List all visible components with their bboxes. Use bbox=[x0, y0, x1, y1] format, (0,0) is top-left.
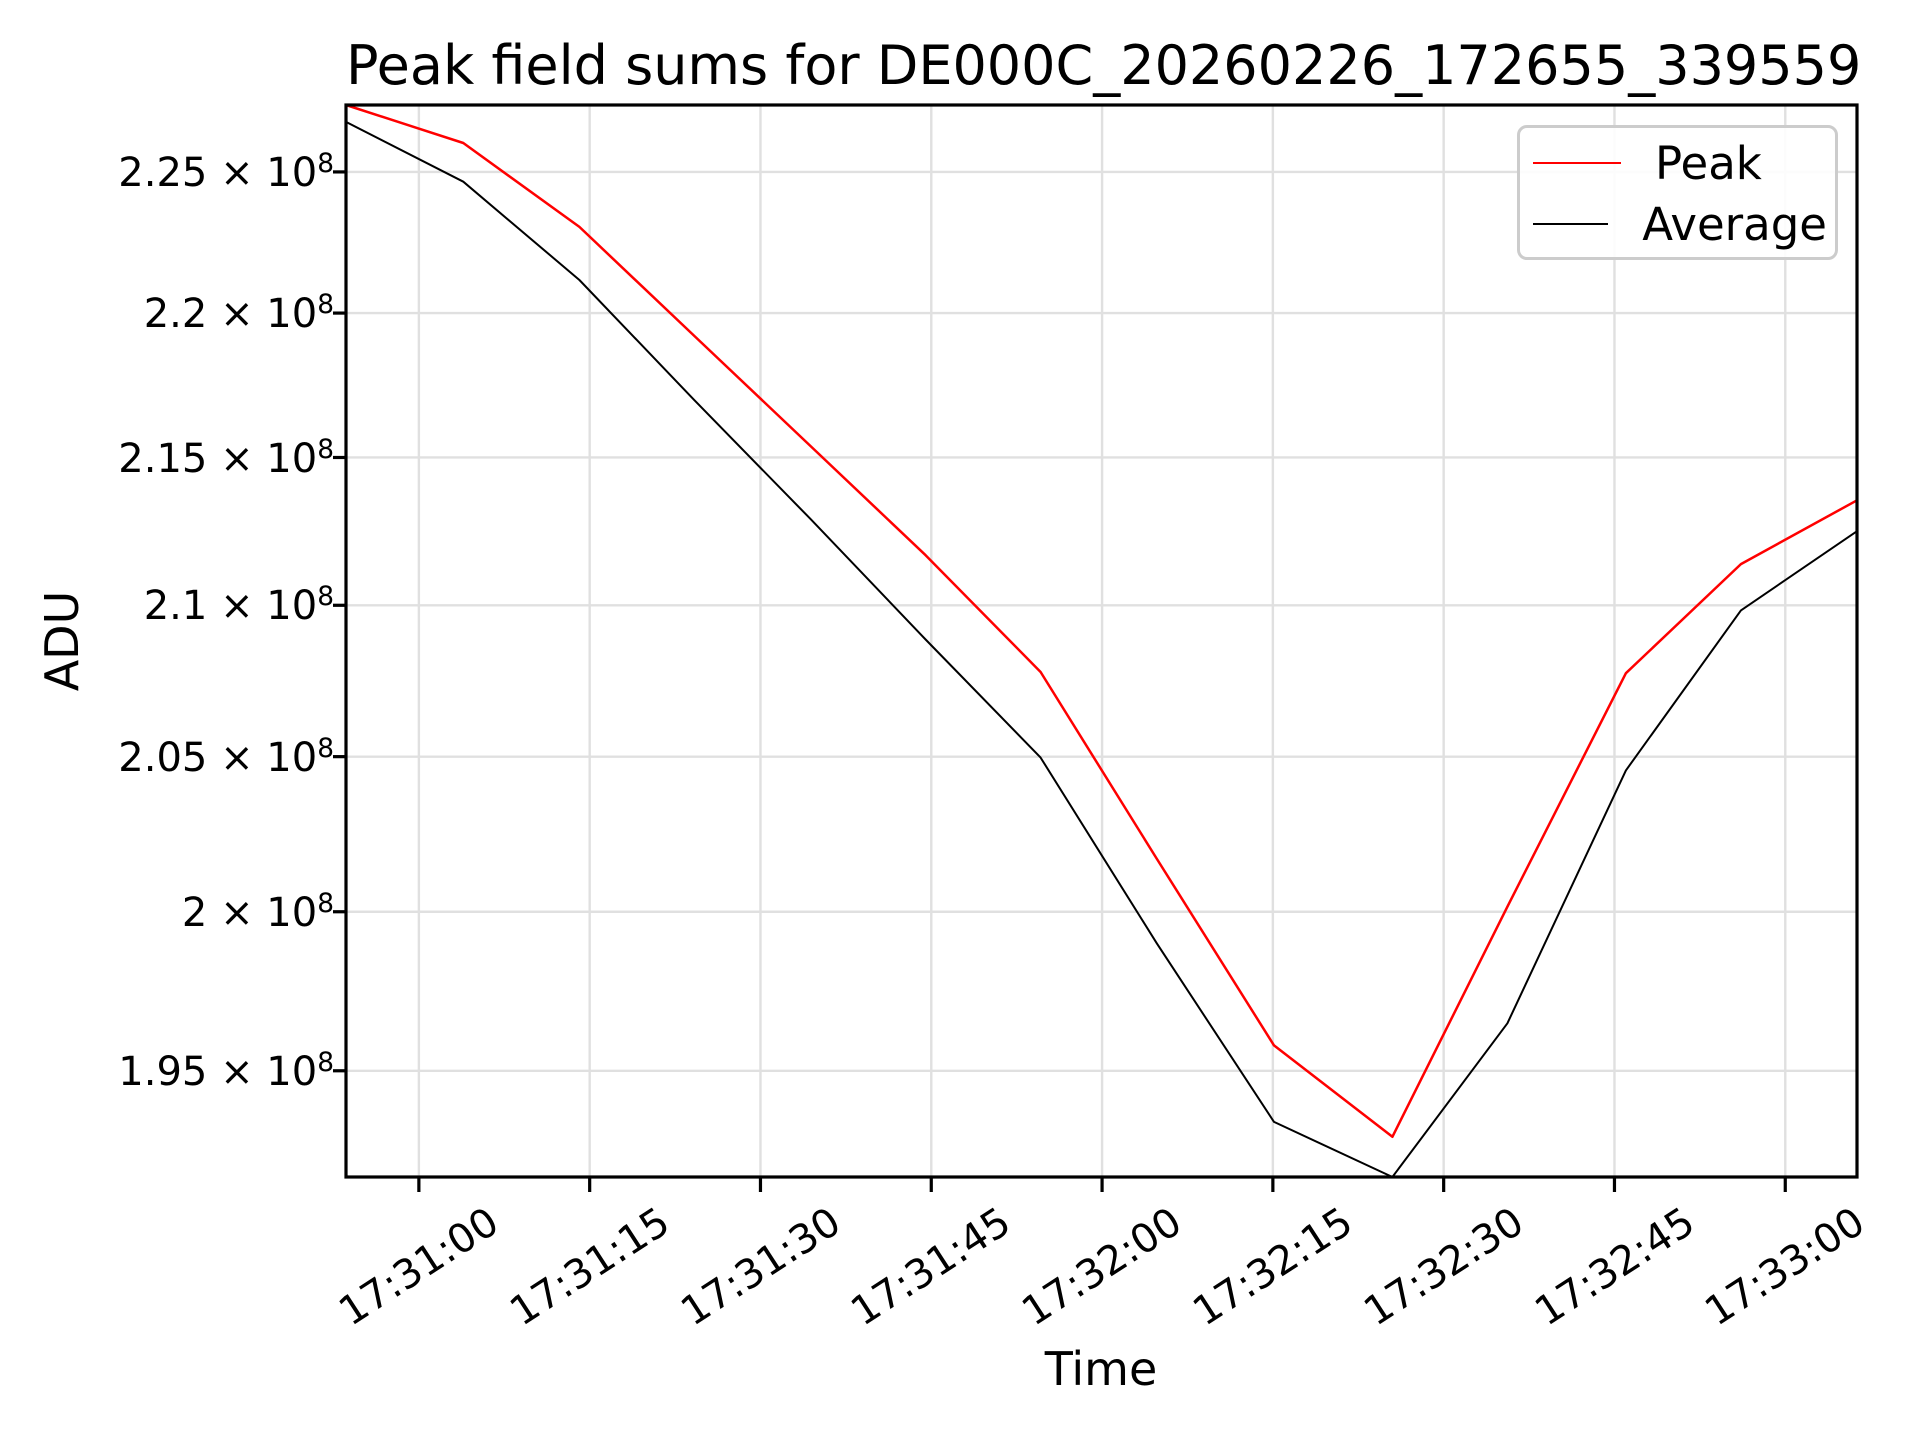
y-tick-label: 1.95 × 108 bbox=[118, 1046, 334, 1095]
y-tick-label: 2.1 × 108 bbox=[143, 581, 334, 630]
y-tick-exponent: 8 bbox=[317, 288, 334, 320]
legend-item-average: Average bbox=[1533, 197, 1827, 251]
peak-series-line bbox=[345, 103, 1858, 1139]
x-axis-label: Time bbox=[1044, 1342, 1158, 1396]
chart-title: Peak field sums for DE000C_20260226_1726… bbox=[346, 34, 1862, 97]
average-series-line bbox=[345, 121, 1858, 1178]
y-tick-exponent: 8 bbox=[317, 147, 334, 179]
y-tick-exponent: 8 bbox=[317, 887, 334, 919]
legend-label: Peak bbox=[1655, 136, 1762, 190]
legend: Peak Average bbox=[1517, 125, 1838, 260]
legend-line-sample-peak bbox=[1533, 162, 1621, 164]
y-tick-label: 2.2 × 108 bbox=[143, 288, 334, 338]
legend-label: Average bbox=[1642, 197, 1827, 251]
y-tick-label: 2.25 × 108 bbox=[118, 147, 334, 197]
y-tick-exponent: 8 bbox=[317, 433, 334, 465]
y-tick-exponent: 8 bbox=[317, 1046, 334, 1078]
legend-item-peak: Peak bbox=[1533, 136, 1827, 190]
y-tick-exponent: 8 bbox=[317, 581, 334, 613]
y-tick-label: 2.05 × 108 bbox=[118, 732, 334, 781]
y-tick-label: 2.15 × 108 bbox=[118, 433, 334, 482]
y-tick-exponent: 8 bbox=[317, 732, 334, 764]
y-tick-label: 2 × 108 bbox=[181, 887, 334, 936]
legend-line-sample-average bbox=[1533, 223, 1609, 225]
